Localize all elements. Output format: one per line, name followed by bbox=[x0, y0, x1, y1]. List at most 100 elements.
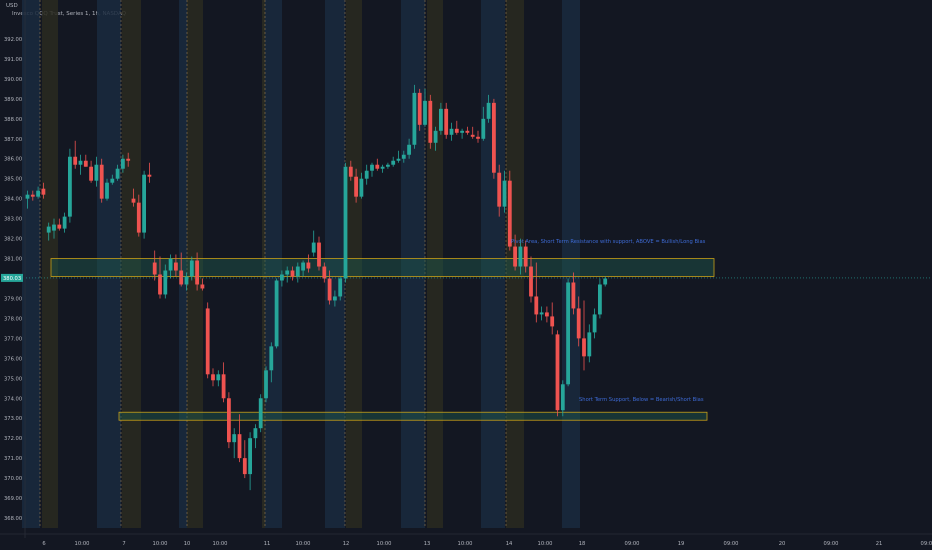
candle-body[interactable] bbox=[78, 160, 83, 165]
candle-body[interactable] bbox=[470, 134, 475, 137]
candle-body[interactable] bbox=[407, 144, 411, 155]
candle-body[interactable] bbox=[242, 458, 247, 475]
candle-body[interactable] bbox=[587, 332, 592, 357]
candle-body[interactable] bbox=[444, 108, 449, 135]
candle-body[interactable] bbox=[258, 398, 263, 429]
candle-body[interactable] bbox=[211, 374, 215, 381]
candle-body[interactable] bbox=[290, 270, 295, 277]
candle-body[interactable] bbox=[136, 202, 141, 233]
candle-body[interactable] bbox=[110, 178, 115, 183]
candle-body[interactable] bbox=[433, 130, 438, 143]
candle-body[interactable] bbox=[364, 170, 369, 179]
candle-body[interactable] bbox=[68, 156, 72, 217]
candle-body[interactable] bbox=[481, 118, 486, 139]
candle-body[interactable] bbox=[396, 158, 401, 161]
price-axis[interactable]: 368.00 369.00 370.00 371.00 372.00 373.00 374.… bbox=[4, 0, 26, 538]
candle-body[interactable] bbox=[449, 128, 454, 135]
candle-body[interactable] bbox=[195, 260, 199, 285]
candle-body[interactable] bbox=[555, 334, 560, 411]
candle-body[interactable] bbox=[94, 164, 99, 181]
candle-body[interactable] bbox=[439, 108, 443, 131]
candle-body[interactable] bbox=[174, 262, 178, 271]
candle-body[interactable] bbox=[205, 308, 210, 375]
candle-body[interactable] bbox=[460, 130, 464, 133]
candle-body[interactable] bbox=[311, 242, 316, 253]
candle-body[interactable] bbox=[121, 158, 125, 169]
candle-body[interactable] bbox=[486, 102, 491, 119]
candle-body[interactable] bbox=[327, 278, 332, 301]
candle-body[interactable] bbox=[46, 226, 51, 233]
candle-body[interactable] bbox=[354, 176, 358, 197]
candle-body[interactable] bbox=[105, 182, 109, 199]
candle-body[interactable] bbox=[560, 384, 565, 411]
candle-body[interactable] bbox=[158, 274, 162, 295]
candle-body[interactable] bbox=[380, 166, 385, 169]
candle-body[interactable] bbox=[338, 278, 343, 297]
candle-body[interactable] bbox=[343, 166, 348, 279]
candle-body[interactable] bbox=[401, 154, 406, 159]
time-axis[interactable]: 6 10:00 7 10:00 10 10:00 11 10:00 12 10:00 13 10:00… bbox=[0, 533, 932, 547]
candle-body[interactable] bbox=[301, 262, 305, 271]
candle-body[interactable] bbox=[566, 282, 570, 385]
candle-body[interactable] bbox=[264, 370, 268, 399]
candle-body[interactable] bbox=[216, 374, 221, 381]
candle-body[interactable] bbox=[57, 224, 62, 229]
candle-body[interactable] bbox=[200, 284, 205, 289]
candle-body[interactable] bbox=[375, 164, 380, 169]
candle-body[interactable] bbox=[465, 130, 470, 133]
candle-body[interactable] bbox=[115, 168, 120, 179]
candle-body[interactable] bbox=[428, 100, 433, 143]
candle-body[interactable] bbox=[36, 190, 40, 197]
candle-body[interactable] bbox=[237, 434, 242, 459]
candle-body[interactable] bbox=[539, 312, 544, 315]
candle-body[interactable] bbox=[576, 308, 581, 339]
candle-body[interactable] bbox=[179, 270, 184, 285]
candle-body[interactable] bbox=[163, 270, 168, 295]
candle-body[interactable] bbox=[30, 194, 35, 197]
candle-body[interactable] bbox=[83, 160, 88, 167]
candle-body[interactable] bbox=[142, 174, 146, 233]
candle-body[interactable] bbox=[126, 158, 131, 161]
candle-body[interactable] bbox=[41, 188, 46, 195]
candle-body[interactable] bbox=[189, 260, 194, 277]
candle-body[interactable] bbox=[89, 166, 93, 181]
candle-body[interactable] bbox=[534, 296, 539, 315]
candle-body[interactable] bbox=[248, 438, 252, 475]
candle-body[interactable] bbox=[253, 428, 258, 439]
candle-body[interactable] bbox=[147, 174, 152, 177]
candle-body[interactable] bbox=[476, 136, 480, 139]
candle-body[interactable] bbox=[386, 164, 390, 167]
candle-body[interactable] bbox=[131, 198, 136, 203]
candle-body[interactable] bbox=[391, 160, 396, 165]
candle-body[interactable] bbox=[423, 100, 427, 125]
candle-body[interactable] bbox=[322, 266, 327, 279]
candle-body[interactable] bbox=[333, 296, 337, 301]
candle-body[interactable] bbox=[502, 180, 507, 207]
candle-body[interactable] bbox=[221, 374, 226, 399]
candle-body[interactable] bbox=[184, 276, 189, 285]
candle-body[interactable] bbox=[571, 282, 576, 309]
candles[interactable] bbox=[25, 84, 608, 491]
candle-body[interactable] bbox=[550, 316, 555, 327]
candle-body[interactable] bbox=[285, 270, 290, 275]
candle-body[interactable] bbox=[232, 434, 237, 443]
candle-body[interactable] bbox=[598, 284, 602, 315]
candle-body[interactable] bbox=[52, 224, 56, 231]
candle-body[interactable] bbox=[412, 92, 417, 145]
candle-body[interactable] bbox=[227, 398, 231, 443]
candle-body[interactable] bbox=[545, 312, 549, 317]
candle-body[interactable] bbox=[417, 92, 422, 125]
candle-body[interactable] bbox=[73, 156, 78, 165]
candle-body[interactable] bbox=[152, 262, 157, 275]
candle-body[interactable] bbox=[295, 266, 300, 277]
candle-body[interactable] bbox=[274, 280, 279, 347]
candle-body[interactable] bbox=[168, 258, 173, 271]
candle-body[interactable] bbox=[507, 180, 512, 247]
zone-box[interactable] bbox=[50, 258, 715, 277]
candle-body[interactable] bbox=[317, 242, 321, 267]
candle-body[interactable] bbox=[454, 128, 459, 133]
candle-body[interactable] bbox=[348, 166, 353, 177]
candle-body[interactable] bbox=[62, 216, 67, 229]
zone-box[interactable] bbox=[118, 411, 708, 421]
candle-body[interactable] bbox=[359, 178, 364, 197]
